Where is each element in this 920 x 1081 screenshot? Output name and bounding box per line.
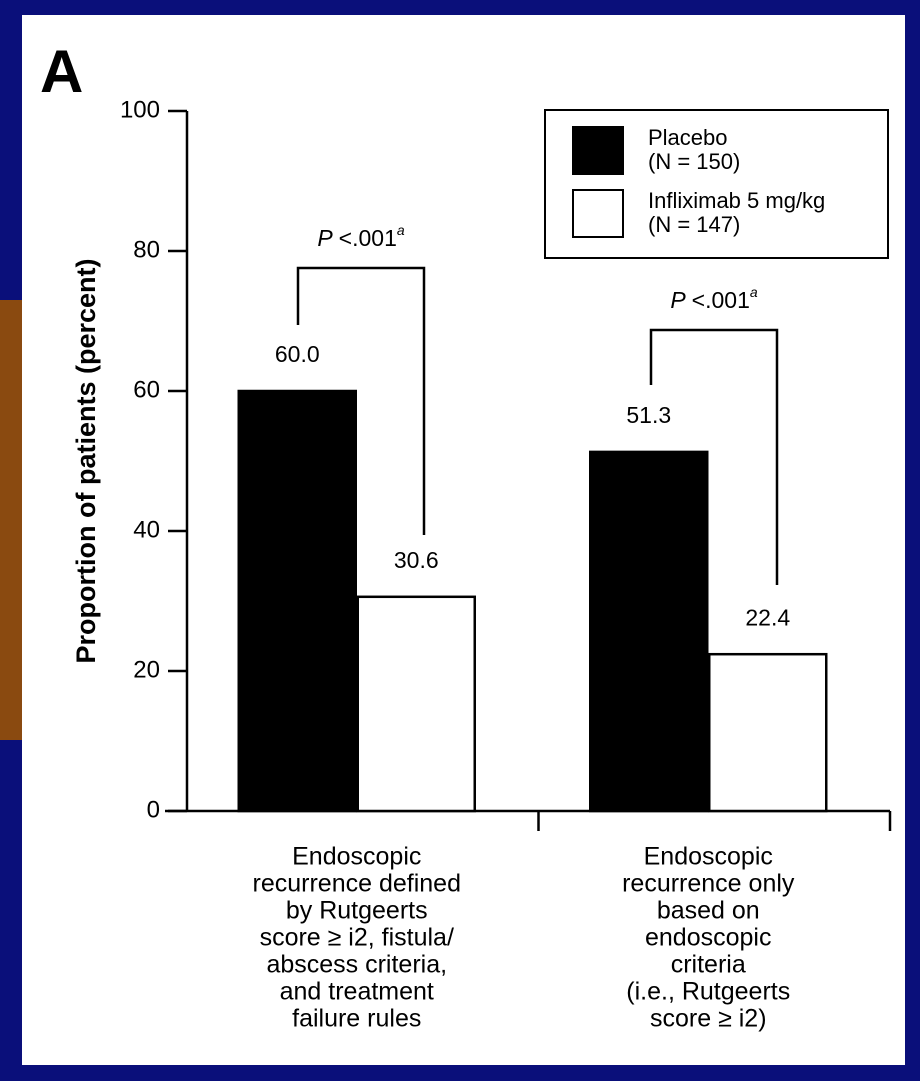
legend-swatch	[573, 127, 623, 174]
annotation-text: <.001	[339, 225, 397, 251]
x-tick-label: score ≥ i2)	[650, 1005, 767, 1033]
legend-n: (N = 147)	[648, 212, 740, 237]
x-tick-label: and treatment	[280, 978, 434, 1006]
annotation-italic: P	[670, 287, 686, 313]
y-tick-label: 80	[133, 236, 160, 263]
value-label: 30.6	[394, 547, 439, 573]
x-tick-label: failure rules	[292, 1005, 421, 1033]
x-tick-label: score ≥ i2, fistula/	[260, 924, 454, 952]
bar	[358, 597, 475, 811]
x-tick-label: (i.e., Rutgeerts	[626, 978, 790, 1006]
y-tick-label: 0	[147, 796, 160, 823]
value-label: 51.3	[626, 402, 671, 428]
annotation-text: <.001	[692, 287, 750, 313]
x-tick-label: criteria	[671, 951, 746, 979]
legend-swatch	[573, 190, 623, 237]
legend-label: Infliximab 5 mg/kg	[648, 188, 825, 213]
x-tick-label: recurrence only	[622, 870, 795, 898]
annotation-italic: P	[317, 225, 333, 251]
value-label: 60.0	[275, 341, 320, 367]
chart: A Proportion of patients (percent) 0 20 40…	[0, 0, 920, 1081]
annotation-superscript: a	[750, 284, 758, 300]
page: {"chart_data": { "type": "bar", "panel_l…	[0, 0, 920, 1081]
y-tick-label: 40	[133, 516, 160, 543]
x-tick-label: abscess criteria,	[266, 951, 447, 979]
y-tick-label: 100	[120, 96, 160, 123]
x-tick-label: by Rutgeerts	[286, 897, 428, 925]
y-tick-label: 20	[133, 656, 160, 683]
photo-edge	[0, 300, 24, 740]
panel-label: A	[40, 38, 83, 105]
x-tick-label: Endoscopic	[292, 843, 421, 871]
annotation-superscript: a	[397, 222, 405, 238]
legend-n: (N = 150)	[648, 149, 740, 174]
legend-label: Placebo	[648, 125, 728, 150]
annotation: P<.001a	[670, 284, 758, 313]
x-tick-label: Endoscopic	[644, 843, 773, 871]
x-tick-label: recurrence defined	[253, 870, 461, 898]
y-tick-label: 60	[133, 376, 160, 403]
annotation: P<.001a	[317, 222, 405, 251]
value-label: 22.4	[745, 604, 790, 630]
y-axis-label: Proportion of patients (percent)	[71, 259, 101, 664]
x-tick-label: based on	[657, 897, 760, 925]
x-tick-label: endoscopic	[645, 924, 771, 952]
bar	[590, 452, 707, 811]
bar	[239, 391, 356, 811]
bar	[709, 654, 826, 811]
